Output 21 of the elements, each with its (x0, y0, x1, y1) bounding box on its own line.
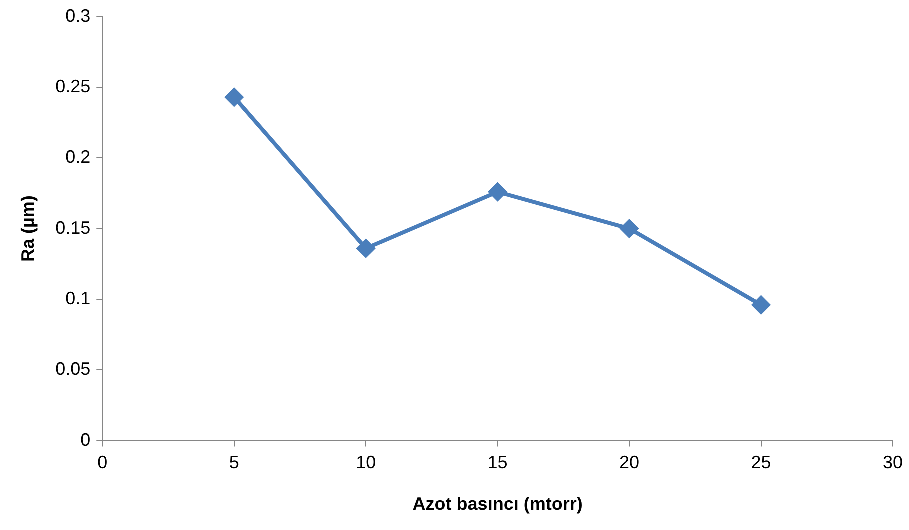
y-axis-title: Ra (µm) (18, 196, 38, 262)
x-tick-label: 5 (229, 452, 240, 473)
point (357, 240, 376, 258)
point (225, 88, 244, 106)
point (752, 296, 770, 314)
y-tick-label: 0.25 (56, 76, 91, 96)
x-axis-title: Azot basıncı (mtorr) (412, 494, 583, 514)
y-tick-label: 0.3 (66, 6, 91, 26)
x-tick-label: 30 (882, 452, 904, 473)
x-tick-label: 10 (356, 452, 376, 473)
x-tick-label: 0 (98, 452, 108, 473)
y-tick-label: 0.05 (56, 359, 91, 380)
y-tick-label: 0 (80, 430, 91, 450)
y-tick-label: 0.2 (66, 147, 91, 168)
point (620, 220, 639, 238)
y-tick-label: 0.15 (56, 218, 91, 238)
x-tick-label: 15 (488, 452, 508, 473)
x-tick-label: 25 (751, 452, 772, 473)
x-tick-label: 20 (620, 452, 640, 473)
y-tick-label: 0.1 (66, 288, 91, 308)
point (488, 183, 507, 202)
